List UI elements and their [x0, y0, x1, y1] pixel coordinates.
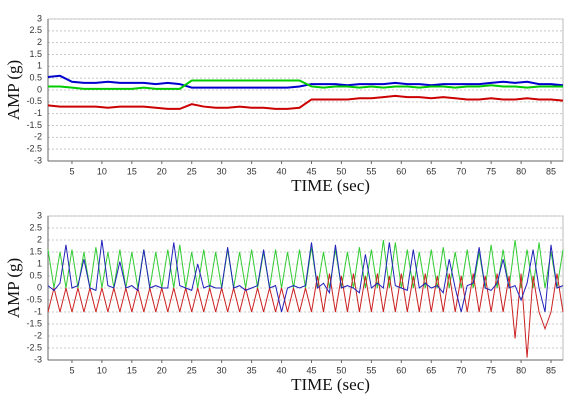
x-tick-label: 75 [486, 365, 496, 375]
x-axis-label: TIME (sec) [291, 375, 370, 394]
y-tick-label: 2.5 [29, 25, 42, 35]
y-tick-label: -2.5 [26, 342, 42, 352]
y-tick-label: 1.5 [29, 49, 42, 59]
x-tick-label: 25 [187, 166, 197, 176]
y-tick-label: -3 [34, 354, 42, 364]
x-tick-label: 75 [486, 166, 496, 176]
x-tick-label: 55 [366, 166, 376, 176]
x-tick-label: 30 [217, 365, 227, 375]
x-axis-label: TIME (sec) [291, 176, 370, 195]
x-tick-label: 40 [277, 166, 287, 176]
series-line [47, 273, 564, 358]
x-tick-label: 20 [157, 166, 167, 176]
y-tick-label: 3 [37, 210, 42, 220]
y-tick-label: 0 [37, 84, 42, 94]
y-tick-label: 2 [37, 37, 42, 47]
y-tick-label: -2 [34, 330, 42, 340]
y-tick-label: 0.5 [29, 73, 42, 83]
y-tick-label: -2 [34, 132, 42, 142]
y-tick-label: -1 [34, 306, 42, 316]
series-line [47, 74, 564, 89]
x-tick-label: 80 [516, 365, 526, 375]
y-tick-label: -1.5 [26, 120, 42, 130]
y-axis-label: AMP (g) [4, 60, 23, 120]
series-line [47, 239, 564, 313]
x-tick-label: 35 [247, 365, 257, 375]
y-tick-label: 3 [37, 13, 42, 23]
x-tick-label: 10 [97, 365, 107, 375]
x-tick-label: 20 [157, 365, 167, 375]
x-tick-label: 55 [366, 365, 376, 375]
x-tick-label: 85 [546, 166, 556, 176]
y-tick-label: -3 [34, 155, 42, 165]
y-tick-label: -2.5 [26, 144, 42, 154]
x-tick-label: 15 [127, 365, 137, 375]
x-tick-label: 15 [127, 166, 137, 176]
x-tick-label: 65 [426, 166, 436, 176]
x-tick-label: 50 [336, 365, 346, 375]
y-tick-label: -1.5 [26, 318, 42, 328]
x-tick-label: 40 [277, 365, 287, 375]
x-tick-label: 10 [97, 166, 107, 176]
y-tick-label: 1 [37, 61, 42, 71]
x-tick-label: 60 [396, 365, 406, 375]
x-tick-label: 30 [217, 166, 227, 176]
x-tick-label: 80 [516, 166, 526, 176]
y-tick-label: 0 [37, 282, 42, 292]
x-tick-label: 35 [247, 166, 257, 176]
y-tick-label: 1.5 [29, 246, 42, 256]
y-tick-label: 2.5 [29, 222, 42, 232]
y-tick-label: 2 [37, 234, 42, 244]
y-axis-label: AMP (g) [4, 258, 23, 318]
x-tick-label: 65 [426, 365, 436, 375]
y-tick-label: -0.5 [26, 96, 42, 106]
series-line [48, 79, 563, 90]
x-tick-label: 45 [306, 166, 316, 176]
x-tick-label: 5 [69, 166, 74, 176]
x-tick-label: 45 [306, 365, 316, 375]
y-tick-label: 1 [37, 258, 42, 268]
x-tick-label: 85 [546, 365, 556, 375]
y-tick-label: 0.5 [29, 270, 42, 280]
y-tick-label: -0.5 [26, 294, 42, 304]
x-tick-label: 60 [396, 166, 406, 176]
y-tick-label: -1 [34, 108, 42, 118]
x-tick-label: 70 [456, 365, 466, 375]
series-line [47, 94, 564, 110]
x-tick-label: 50 [336, 166, 346, 176]
x-tick-label: 5 [69, 365, 74, 375]
x-tick-label: 70 [456, 166, 466, 176]
x-tick-label: 25 [187, 365, 197, 375]
